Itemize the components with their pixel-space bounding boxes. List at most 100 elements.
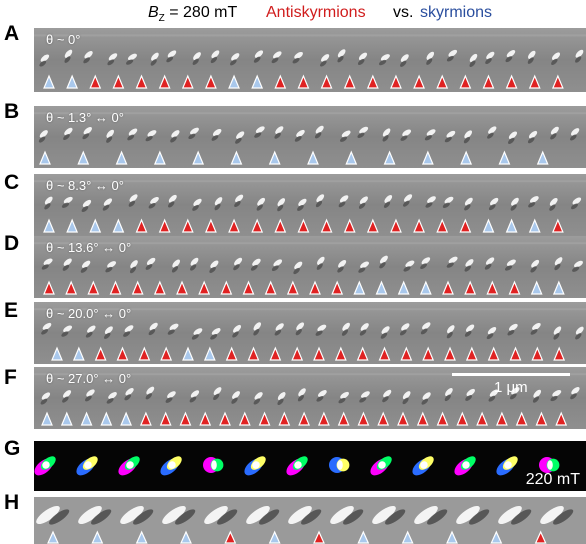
bright-spot	[316, 194, 325, 203]
bright-spot	[573, 260, 583, 268]
dark-spot	[382, 134, 389, 142]
dark-spot	[256, 204, 263, 211]
bright-spot	[44, 196, 53, 205]
dark-spot	[400, 135, 408, 141]
antiskyrmion-marker	[464, 280, 477, 295]
bright-spot	[128, 128, 138, 136]
skyrmion-marker	[228, 74, 240, 89]
bright-spot	[318, 390, 327, 398]
skyrmion-marker	[192, 150, 205, 165]
dark-spot	[550, 395, 558, 402]
bright-spot	[400, 54, 409, 62]
antiskyrmion-marker	[515, 411, 528, 426]
bright-spot	[487, 326, 497, 335]
dark-spot	[341, 329, 349, 336]
antiskyrmion-texture	[370, 456, 392, 476]
antiskyrmion-marker	[442, 280, 454, 295]
skyrmion-marker	[135, 530, 148, 544]
dark-spot	[402, 397, 409, 405]
dark-spot	[382, 396, 389, 403]
antiskyrmion-marker	[205, 218, 217, 233]
bright-spot	[403, 194, 413, 202]
dark-spot	[150, 59, 157, 66]
bright-spot	[575, 49, 584, 58]
bright-lobe	[288, 505, 312, 525]
antiskyrmion-marker	[220, 280, 233, 295]
figure-title: BZ = 280 mT Antiskyrmions vs. skyrmions	[0, 4, 586, 24]
dark-spot	[38, 136, 46, 143]
dark-spot	[83, 57, 90, 64]
dark-spot	[106, 136, 113, 143]
dark-spot	[465, 395, 473, 401]
antiskyrmion-marker	[198, 280, 211, 295]
bright-spot	[339, 195, 349, 203]
skyrmion-marker	[251, 74, 264, 89]
antiskyrmion-marker	[436, 218, 449, 233]
dark-spot	[105, 266, 113, 273]
antiskyrmion-marker	[320, 74, 333, 89]
bright-spot	[235, 194, 244, 203]
bright-spot	[146, 257, 156, 266]
bright-spot	[465, 324, 475, 332]
antiskyrmion-marker	[459, 74, 472, 89]
antiskyrmion-marker	[179, 411, 192, 426]
skyrmion-marker	[43, 218, 55, 233]
bright-spot	[149, 322, 158, 331]
dark-spot	[64, 56, 71, 63]
dark-spot	[41, 328, 49, 335]
dark-spot	[297, 394, 305, 402]
bright-spot	[275, 126, 284, 134]
bright-spot	[485, 257, 495, 265]
skyrmion-marker	[203, 346, 216, 361]
dark-spot	[293, 267, 300, 275]
dark-spot	[337, 55, 344, 63]
bright-spot	[108, 53, 118, 61]
bright-spot	[253, 322, 262, 331]
bright-spot	[43, 258, 53, 266]
dark-spot	[570, 134, 577, 141]
bright-spot	[554, 257, 563, 266]
antiskyrmion-marker	[422, 346, 435, 361]
antiskyrmion-texture	[286, 456, 308, 476]
dark-spot	[402, 200, 410, 207]
vs-text: vs.	[393, 4, 414, 21]
bright-spot	[211, 328, 221, 335]
bright-spot	[486, 51, 495, 60]
bright-spot	[360, 323, 369, 331]
dark-spot	[463, 136, 471, 144]
antiskyrmion-marker	[456, 411, 469, 426]
bright-spot	[321, 54, 330, 62]
antiskyrmion-marker	[444, 346, 456, 361]
dark-spot	[129, 266, 137, 274]
dark-spot	[338, 201, 346, 208]
antiskyrmion-texture	[118, 456, 140, 476]
bright-spot	[446, 130, 456, 138]
antiskyrmion-marker	[297, 218, 310, 233]
dark-spot	[294, 135, 302, 142]
bright-spot	[296, 322, 305, 331]
dark-spot	[469, 60, 476, 68]
bright-spot	[382, 128, 391, 137]
skyrmion-marker	[60, 411, 73, 426]
antiskyrmion-marker	[291, 346, 304, 361]
dark-spot	[292, 57, 300, 64]
dark-spot	[40, 398, 48, 405]
dark-spot	[234, 200, 241, 208]
bright-spot	[529, 196, 539, 203]
dark-spot	[145, 393, 152, 400]
antiskyrmion-marker	[181, 218, 194, 233]
dark-spot	[464, 265, 472, 272]
antiskyrmion-marker	[356, 346, 369, 361]
bright-spot	[125, 388, 134, 396]
bright-spot	[254, 392, 263, 400]
skyrmion-marker	[72, 346, 85, 361]
dark-spot	[421, 398, 429, 405]
antiskyrmion-marker	[400, 346, 413, 361]
skyrmion-marker	[419, 280, 432, 295]
skyrmion-marker	[268, 530, 281, 544]
bright-spot	[338, 260, 347, 268]
panel-h-image	[34, 497, 586, 544]
antiskyrmion-marker	[238, 411, 251, 426]
bright-spot	[64, 49, 73, 58]
bright-spot	[380, 54, 390, 61]
